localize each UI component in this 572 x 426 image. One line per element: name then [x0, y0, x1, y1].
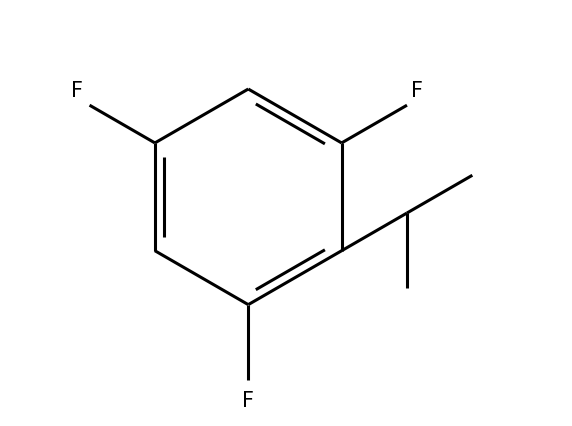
Text: F: F — [71, 81, 83, 101]
Text: F: F — [411, 81, 423, 101]
Text: F: F — [243, 391, 255, 411]
